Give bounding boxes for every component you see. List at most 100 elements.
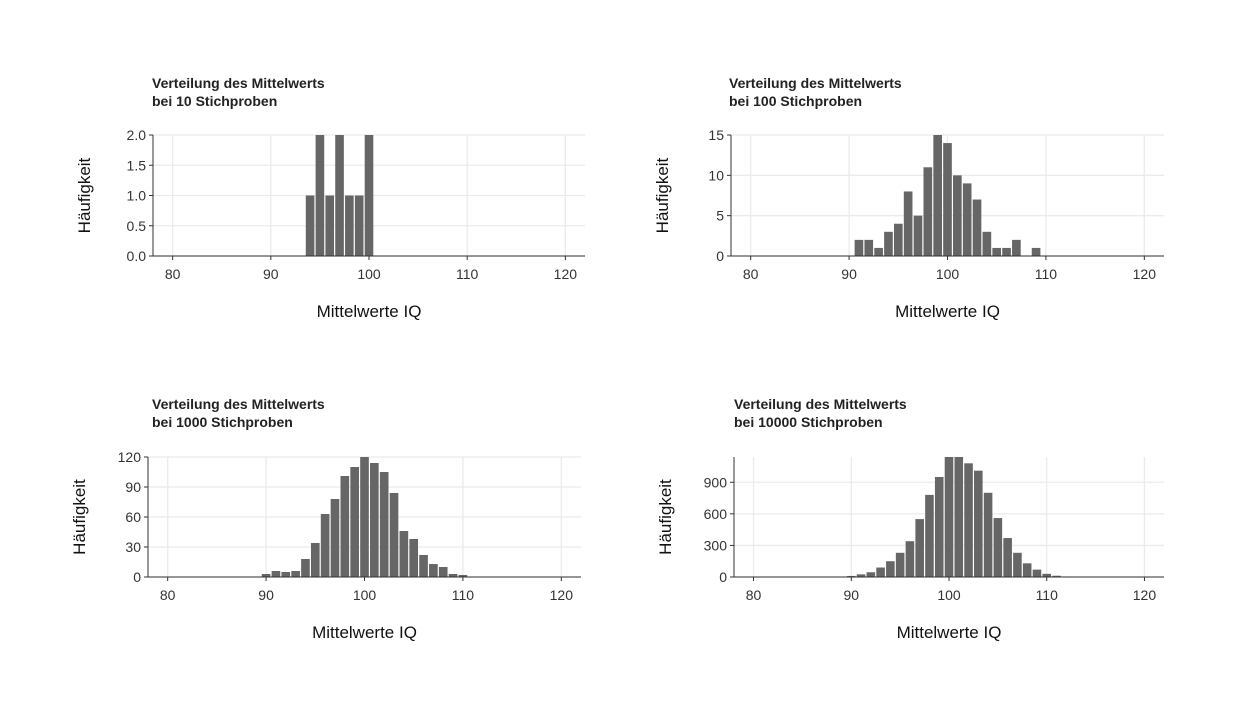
histogram-bar <box>419 555 428 577</box>
histogram-bar <box>345 195 354 256</box>
y-tick-label: 1.5 <box>127 157 147 173</box>
x-axis-title: Mittelwerte IQ <box>317 302 422 321</box>
y-tick-label: 10 <box>708 167 724 183</box>
histogram-bar <box>884 231 893 256</box>
histogram-bar <box>320 514 330 577</box>
histogram-bar <box>944 457 954 577</box>
histogram-bar <box>360 457 369 577</box>
x-tick-label: 100 <box>357 266 381 282</box>
histogram-bar <box>864 239 874 256</box>
histogram-bar <box>315 135 325 256</box>
x-axis-title: Mittelwerte IQ <box>895 302 1000 321</box>
histogram-bar <box>330 499 340 577</box>
histogram-bar <box>923 167 933 256</box>
x-tick-label: 90 <box>263 266 279 282</box>
histogram-bar <box>370 463 379 577</box>
histogram-bar <box>913 215 923 256</box>
histogram-bar <box>954 457 964 577</box>
histogram-bar <box>972 199 982 256</box>
histogram-bar <box>925 494 934 577</box>
histogram-bar <box>458 575 468 577</box>
y-tick-label: 30 <box>125 539 141 555</box>
histogram-panel-1: Verteilung des Mittelwerts bei 10 Stichpr… <box>75 75 585 321</box>
x-axis-title: Mittelwerte IQ <box>897 623 1002 642</box>
chart-title-line: Verteilung des Mittelwerts <box>152 396 325 412</box>
histogram-bar <box>310 543 320 577</box>
histogram-bar <box>1013 552 1022 577</box>
histogram-bar <box>915 519 924 577</box>
histogram-bar <box>305 195 315 256</box>
histogram-bar <box>854 239 864 256</box>
y-tick-label: 0 <box>716 248 724 264</box>
histogram-bar <box>943 143 952 256</box>
histogram-bar <box>1052 575 1061 577</box>
histogram-bar <box>934 477 944 577</box>
histogram-bar <box>438 567 448 577</box>
histogram-bar <box>291 571 300 577</box>
y-tick-label: 5 <box>716 208 724 224</box>
x-tick-label: 110 <box>1036 587 1059 603</box>
y-tick-label: 0.5 <box>127 218 147 234</box>
y-tick-label: 15 <box>708 127 724 143</box>
histogram-bar <box>350 467 359 577</box>
histogram-bar <box>903 191 913 256</box>
histogram-bar <box>866 572 876 577</box>
histogram-bar <box>992 247 1002 256</box>
y-axis-title: Häufigkeit <box>656 479 675 555</box>
histogram-bar <box>846 575 856 577</box>
histogram-bar <box>962 183 972 256</box>
y-tick-label: 0 <box>719 569 727 585</box>
chart-title: Verteilung des Mittelwerts bei 10000 Stic… <box>734 396 907 430</box>
y-axis-title: Häufigkeit <box>653 157 672 233</box>
histogram-bar <box>983 492 993 577</box>
x-tick-label: 120 <box>550 587 574 603</box>
y-tick-label: 1.0 <box>127 188 147 204</box>
histogram-bar <box>964 463 973 577</box>
histogram-bar <box>905 541 915 577</box>
histogram-bar <box>886 561 895 577</box>
histogram-bar <box>974 470 983 577</box>
histogram-bar <box>893 223 903 256</box>
chart-title: Verteilung des Mittelwerts bei 1000 Stich… <box>152 396 325 430</box>
y-tick-label: 90 <box>125 479 141 495</box>
histogram-bar <box>1012 239 1021 256</box>
histogram-bar <box>301 559 310 577</box>
chart-title-line: Verteilung des Mittelwerts <box>734 396 907 412</box>
x-tick-label: 90 <box>258 587 274 603</box>
histogram-bar <box>354 195 364 256</box>
x-tick-label: 80 <box>165 266 181 282</box>
histogram-bar <box>982 231 992 256</box>
x-tick-label: 120 <box>554 266 578 282</box>
histogram-bar <box>448 574 458 577</box>
x-tick-label: 100 <box>936 266 960 282</box>
histogram-bar <box>895 552 905 577</box>
histogram-bar <box>281 572 291 577</box>
histogram-bar <box>876 567 885 577</box>
x-tick-label: 120 <box>1133 266 1157 282</box>
chart-title-line: bei 10000 Stichproben <box>734 414 883 430</box>
histogram-panel-3: Verteilung des Mittelwerts bei 1000 Stich… <box>70 396 581 642</box>
histogram-bar <box>261 574 271 577</box>
histogram-bar <box>1032 569 1042 577</box>
y-tick-label: 300 <box>704 537 728 553</box>
histogram-bar <box>1003 538 1012 577</box>
y-tick-label: 0.0 <box>127 248 147 264</box>
x-tick-label: 90 <box>841 266 857 282</box>
histogram-bar <box>856 574 866 577</box>
y-tick-label: 900 <box>704 474 728 490</box>
y-tick-label: 0 <box>133 569 141 585</box>
histogram-bar <box>389 493 399 577</box>
x-tick-label: 80 <box>160 587 176 603</box>
y-tick-label: 120 <box>118 449 142 465</box>
x-tick-label: 110 <box>456 266 479 282</box>
chart-title: Verteilung des Mittelwerts bei 100 Stichp… <box>729 75 902 109</box>
histogram-panel-4: Verteilung des Mittelwerts bei 10000 Stic… <box>656 396 1164 642</box>
histogram-bar <box>874 247 883 256</box>
chart-title-line: bei 10 Stichproben <box>152 93 277 109</box>
chart-title: Verteilung des Mittelwerts bei 10 Stichpr… <box>152 75 325 109</box>
x-tick-label: 100 <box>937 587 961 603</box>
x-tick-label: 110 <box>1035 266 1058 282</box>
y-tick-label: 2.0 <box>127 127 147 143</box>
y-axis-title: Häufigkeit <box>75 157 94 233</box>
histogram-bar <box>1002 247 1011 256</box>
